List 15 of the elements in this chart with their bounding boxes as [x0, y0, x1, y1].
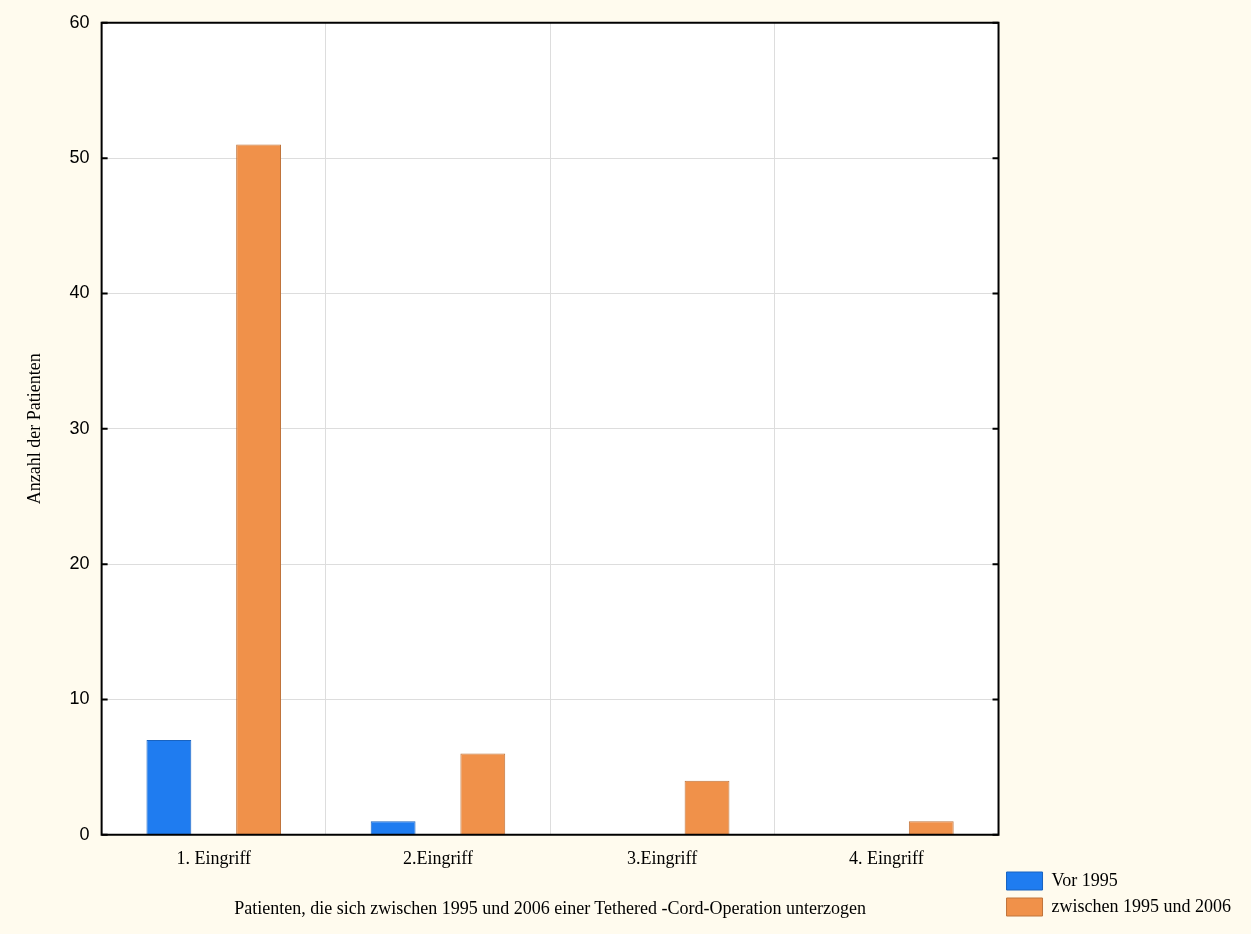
- x-tick-label: 1. Eingriff: [176, 848, 252, 869]
- legend-label: zwischen 1995 und 2006: [1051, 895, 1232, 916]
- x-tick-label: 2.Eingriff: [402, 848, 474, 869]
- y-tick-label: 0: [79, 823, 90, 844]
- x-tick-label: 4. Eingriff: [849, 848, 924, 869]
- y-tick-label: 20: [69, 553, 90, 574]
- y-tick-label: 30: [69, 417, 90, 438]
- legend-label: Vor 1995: [1051, 869, 1118, 890]
- y-tick-label: 60: [69, 11, 90, 32]
- y-tick-label: 40: [69, 282, 90, 303]
- y-axis-title: Anzahl der Patienten: [23, 353, 44, 505]
- y-tick-label: 50: [69, 147, 90, 168]
- x-axis-title: Patienten, die sich zwischen 1995 und 2006 einer Tethered -Cord-Operation unterzogen: [234, 897, 866, 918]
- x-tick-label: 3.Eingriff: [627, 848, 698, 869]
- y-tick-label: 10: [69, 688, 90, 709]
